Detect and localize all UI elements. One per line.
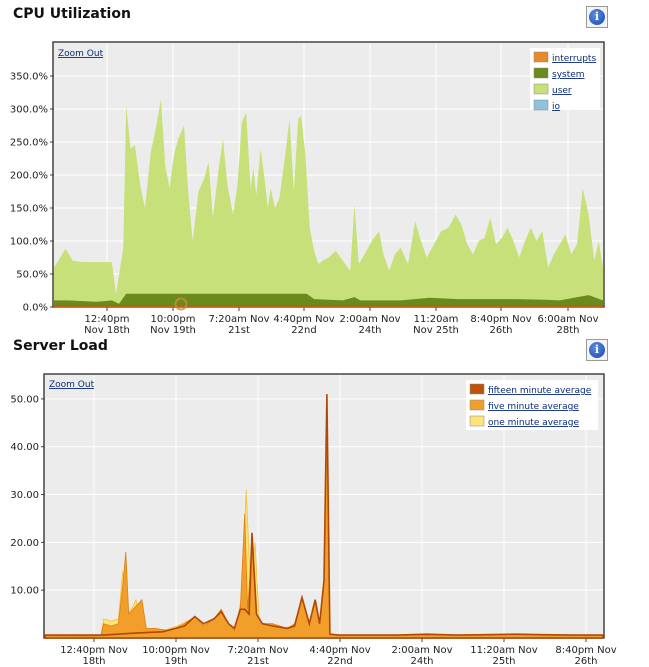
y-tick-label: 50.00 <box>10 394 39 405</box>
y-tick-label: 10.00 <box>10 586 39 597</box>
legend-swatch <box>469 399 485 411</box>
load-zoom-out-link[interactable]: Zoom Out <box>49 380 95 390</box>
x-tick-label: 26th <box>575 656 598 667</box>
cpu-chart: 0.0% 50.0% 100.0% 150.0% 200.0% 250.0% 300.0% 3… <box>10 41 605 336</box>
y-tick-label: 20.00 <box>10 538 39 549</box>
x-tick-label: Nov 19th <box>150 325 196 336</box>
x-tick-label: 11:20am Nov <box>470 645 537 656</box>
y-tick-label: 30.00 <box>10 490 39 501</box>
system-area <box>54 293 603 307</box>
x-tick-label: 18th <box>83 656 106 667</box>
cpu-hover-marker <box>174 297 188 311</box>
legend-swatch <box>533 83 549 95</box>
x-tick-label: 6:00am Nov <box>537 314 598 325</box>
y-tick-label: 250.0% <box>10 138 48 149</box>
load-info-button[interactable]: i <box>586 339 608 361</box>
legend-swatch <box>533 99 549 111</box>
x-tick-label: 4:40pm Nov <box>273 314 334 325</box>
x-tick-label: 19th <box>165 656 188 667</box>
x-tick-label: 7:20am Nov <box>208 314 269 325</box>
x-tick-label: 28th <box>557 325 580 336</box>
x-tick-label: 11:20am <box>414 314 459 325</box>
x-tick-label: Nov 25th <box>413 325 459 336</box>
y-tick-label: 150.0% <box>10 204 48 215</box>
legend-swatch <box>469 415 485 427</box>
cpu-title: CPU Utilization <box>13 6 131 22</box>
x-tick-label: 22nd <box>327 656 352 667</box>
legend-item[interactable]: system <box>552 70 585 80</box>
legend-item[interactable]: fifteen minute average <box>488 386 592 396</box>
y-tick-label: 40.00 <box>10 442 39 453</box>
x-tick-label: 2:00am Nov <box>339 314 400 325</box>
x-tick-label: 24th <box>359 325 382 336</box>
y-tick-label: 200.0% <box>10 171 48 182</box>
x-tick-label: 8:40pm Nov <box>470 314 531 325</box>
x-tick-label: 21st <box>247 656 269 667</box>
x-tick-label: 2:00am Nov <box>391 645 452 656</box>
x-tick-label: 24th <box>411 656 434 667</box>
y-tick-label: 350.0% <box>10 72 48 83</box>
x-tick-label: 10:00pm <box>151 314 196 325</box>
legend-item[interactable]: one minute average <box>488 418 580 428</box>
y-tick-label: 100.0% <box>10 237 48 248</box>
x-tick-label: 22nd <box>291 325 316 336</box>
info-icon: i <box>589 9 605 25</box>
x-tick-label: 21st <box>228 325 250 336</box>
x-tick-label: 25th <box>493 656 516 667</box>
load-title: Server Load <box>13 338 108 354</box>
x-tick-label: 10:00pm Nov <box>142 645 210 656</box>
user-area <box>54 99 603 307</box>
x-tick-label: 8:40pm Nov <box>555 645 616 656</box>
cpu-info-button[interactable]: i <box>586 6 608 28</box>
x-tick-label: 12:40pm Nov <box>60 645 128 656</box>
legend <box>466 380 598 430</box>
x-tick-label: 7:20am Nov <box>227 645 288 656</box>
y-tick-label: 0.0% <box>23 303 48 314</box>
legend-item[interactable]: io <box>552 102 561 112</box>
interrupts-area <box>53 305 604 308</box>
x-tick-label: Nov 18th <box>84 325 130 336</box>
x-tick-label: 12:40pm <box>85 314 130 325</box>
legend-swatch <box>533 67 549 79</box>
legend-item[interactable]: five minute average <box>488 402 579 412</box>
legend-swatch <box>533 51 549 63</box>
legend-item[interactable]: user <box>552 86 572 96</box>
y-tick-label: 50.0% <box>16 270 48 281</box>
legend-item[interactable]: interrupts <box>552 54 596 64</box>
info-icon: i <box>589 342 605 358</box>
x-tick-label: 26th <box>490 325 513 336</box>
legend-swatch <box>469 383 485 395</box>
y-tick-label: 300.0% <box>10 105 48 116</box>
fifteen-minute-line <box>44 394 604 639</box>
cpu-zoom-out-link[interactable]: Zoom Out <box>58 49 104 59</box>
x-tick-label: 4:40pm Nov <box>309 645 370 656</box>
